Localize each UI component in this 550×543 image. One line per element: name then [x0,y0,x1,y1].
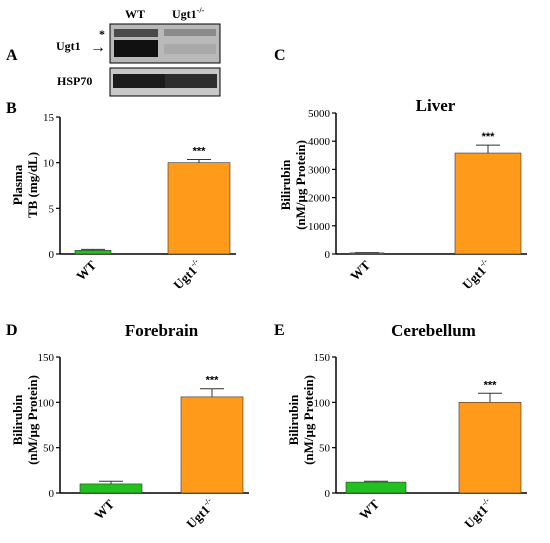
y-axis-label-line: Plasma [10,164,25,205]
x-tick-label-wt: WT [91,496,117,522]
chart-title-e: Cerebellum [391,321,476,340]
bar-c-ugt1 [454,152,522,255]
ugt1-blot-image [109,23,221,64]
y-axis-label-line: Bilirubin [278,159,293,210]
arrow-icon: → [90,39,106,56]
blot-col-ugt1: Ugt1-/- [172,6,205,21]
y-tick-label: 100 [38,397,55,409]
x-tick-label-main: WT [347,257,373,283]
y-tick-label: 5000 [308,108,331,120]
bar-d-ugt1 [180,396,244,494]
y-axis-label-c: Bilirubin(nM/μg Protein) [278,140,308,230]
y-axis-label-line: Bilirubin [10,394,25,445]
panel-letter-b: B [6,100,17,117]
y-axis-label-line: (nM/μg Protein) [301,375,316,465]
y-tick-label: 0 [49,488,55,500]
y-tick-label: 3000 [308,164,331,176]
y-axis-label-line: (nM/μg Protein) [25,375,40,465]
panel-letter-c: C [274,47,286,64]
significance-label: *** [484,379,498,391]
x-tick-label-wt: WT [356,496,382,522]
x-tick-label-ugt1: Ugt1-/- [459,257,495,293]
y-tick-label: 1000 [308,221,331,233]
significance-label: *** [193,145,207,157]
bar-e-wt [345,481,407,494]
blot-row-ugt1: Ugt1 [56,39,81,53]
y-axis-label-line: (nM/μg Protein) [293,140,308,230]
x-tick-label-sup: -/- [188,257,200,269]
y-axis-label-d: Bilirubin(nM/μg Protein) [10,375,40,465]
y-tick-label: 100 [314,397,331,409]
y-tick-label: 0 [49,249,55,261]
y-tick-label: 2000 [308,193,331,205]
x-tick-label-ugt1: Ugt1-/- [461,496,497,532]
x-tick-label-ugt1: Ugt1-/- [170,257,206,293]
y-tick-label: 150 [314,352,331,364]
chart-title-d: Forebrain [125,321,199,340]
y-tick-label: 50 [319,443,331,455]
panel-letter-a: A [6,47,18,64]
chart-panel-c: C Liver Bilirubin(nM/μg Protein) 0 1000 2000 3… [274,47,527,292]
y-axis-label-e: Bilirubin(nM/μg Protein) [286,375,316,465]
x-tick-label-main: WT [91,496,117,522]
bar-d-wt [79,483,143,494]
y-tick-label: 150 [38,352,55,364]
x-tick-label-main: WT [356,496,382,522]
chart-panel-d: D Forebrain Bilirubin(nM/μg Protein) 0 50 100… [6,321,249,531]
significance-label: *** [482,131,496,143]
y-tick-label: 0 [325,488,331,500]
bar-e-ugt1 [458,402,522,494]
panel-letter-d: D [6,322,18,339]
bar-b-ugt1 [167,162,231,255]
y-tick-label: 50 [43,443,55,455]
blot-row-hsp70: HSP70 [57,74,92,88]
x-tick-label-sup: -/- [479,496,491,508]
x-tick-label-wt: WT [73,257,99,283]
y-tick-label: 5 [49,203,55,215]
chart-title-c: Liver [416,96,456,115]
blot-col-wt: WT [125,7,145,21]
panel-letter-e: E [274,322,285,339]
x-tick-label-wt: WT [347,257,373,283]
y-axis-label-line: TB (mg/dL) [25,152,40,218]
y-tick-label: 0 [325,249,331,261]
chart-panel-b: B PlasmaTB (mg/dL) 0 5 10 15 WT *** Ugt1-/- [6,100,236,292]
western-blot-panel: A WT Ugt1-/- Ugt1 * → HSP70 [6,6,221,97]
x-tick-label-sup: -/- [201,496,213,508]
y-axis-label-line: Bilirubin [286,394,301,445]
y-tick-label: 15 [43,112,55,124]
chart-panel-e: E Cerebellum Bilirubin(nM/μg Protein) 0 50 10… [274,321,527,531]
significance-label: *** [206,375,220,387]
y-tick-label: 10 [43,158,55,170]
y-tick-label: 4000 [308,136,331,148]
bar-b-wt [74,250,112,255]
hsp70-blot-image [109,67,221,97]
x-tick-label-main: WT [73,257,99,283]
nonspecific-band-marker: * [99,27,105,41]
x-tick-label-ugt1: Ugt1-/- [183,496,219,532]
y-axis-label-b: PlasmaTB (mg/dL) [10,152,40,218]
x-tick-label-sup: -/- [477,257,489,269]
